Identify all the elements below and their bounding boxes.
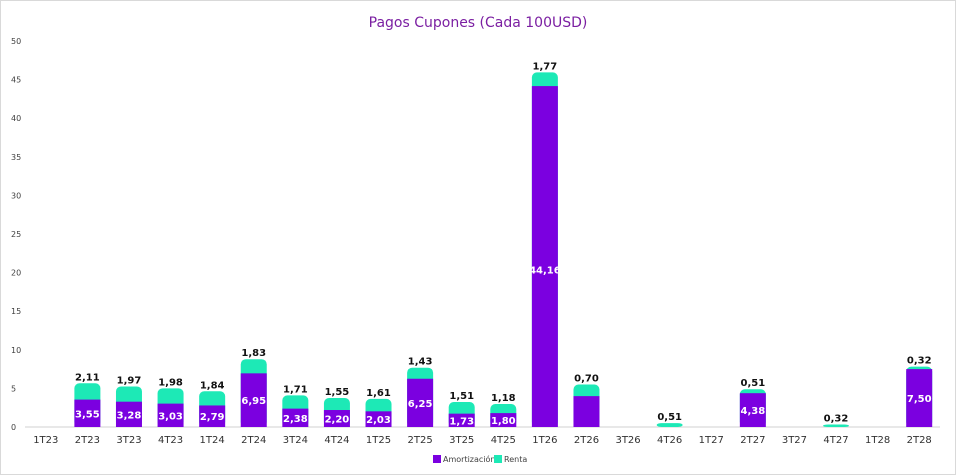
x-tick-label: 2T26 xyxy=(574,435,599,446)
y-tick-label: 50 xyxy=(11,37,21,46)
x-tick-label: 3T24 xyxy=(283,435,308,446)
data-label-renta: 0,51 xyxy=(657,412,682,423)
data-label-renta: 1,83 xyxy=(241,348,266,359)
y-tick-label: 45 xyxy=(11,76,21,85)
x-tick-label: 4T25 xyxy=(491,435,516,446)
x-tick-label: 4T23 xyxy=(158,435,183,446)
x-tick-label: 1T24 xyxy=(200,435,225,446)
data-label-amortizacion: 2,38 xyxy=(283,414,308,425)
x-tick-label: 4T26 xyxy=(657,435,682,446)
data-label-amortizacion: 3,55 xyxy=(75,409,100,420)
data-label-amortizacion: 44,16 xyxy=(529,266,561,277)
bar-amortizacion xyxy=(157,403,184,427)
data-label-amortizacion: 4,38 xyxy=(740,406,765,417)
data-label-renta: 0,70 xyxy=(574,374,599,385)
data-label-renta: 1,61 xyxy=(366,388,391,399)
data-label-renta: 0,32 xyxy=(907,356,932,367)
x-tick-label: 1T28 xyxy=(865,435,890,446)
data-label-renta: 1,51 xyxy=(449,391,474,402)
x-tick-label: 1T25 xyxy=(366,435,391,446)
data-label-renta: 0,32 xyxy=(824,414,849,425)
bar-amortizacion xyxy=(115,401,142,427)
data-label-amortizacion: 3,28 xyxy=(117,410,142,421)
y-tick-label: 10 xyxy=(11,346,21,355)
data-label-renta: 1,97 xyxy=(117,375,142,386)
y-axis-ticks: 0 5 10 15 20 25 30 35 40 45 50 xyxy=(11,37,21,432)
bar-amortizacion xyxy=(490,413,517,427)
legend-label-renta: Renta xyxy=(504,455,527,464)
bars: 2,11 3,55 1,97 3,28 1,98 3,03 1,84 2,79 1,83 6,95… xyxy=(74,61,933,427)
chart-title: Pagos Cupones (Cada 100USD) xyxy=(369,15,588,31)
y-tick-label: 30 xyxy=(11,191,21,200)
bar-renta xyxy=(656,423,683,427)
x-tick-label: 1T23 xyxy=(33,435,58,446)
y-tick-label: 40 xyxy=(11,114,21,123)
data-label-renta: 1,55 xyxy=(325,387,350,398)
bar-amortizacion xyxy=(448,413,475,427)
bar-amortizacion xyxy=(906,369,933,427)
data-label-renta: 1,84 xyxy=(200,380,225,391)
data-label-renta: 1,18 xyxy=(491,393,516,404)
x-tick-label: 2T28 xyxy=(907,435,932,446)
bar-amortizacion xyxy=(199,405,226,427)
data-label-renta: 1,98 xyxy=(158,377,183,388)
legend-swatch-renta xyxy=(494,455,502,463)
x-tick-label: 4T24 xyxy=(324,435,349,446)
bar-amortizacion xyxy=(240,373,267,427)
x-tick-label: 3T27 xyxy=(782,435,807,446)
x-tick-label: 2T24 xyxy=(241,435,266,446)
x-tick-label: 2T27 xyxy=(740,435,765,446)
bar-amortizacion xyxy=(323,410,350,427)
x-axis-ticks: 1T23 2T23 3T23 4T23 1T24 2T24 3T24 4T24 1T25 2T25… xyxy=(33,435,932,446)
bar-renta xyxy=(823,424,850,427)
bar-amortizacion xyxy=(74,399,101,427)
y-tick-label: 5 xyxy=(11,384,16,393)
y-tick-label: 0 xyxy=(11,423,16,432)
data-label-amortizacion: 3,03 xyxy=(158,411,183,422)
data-label-amortizacion: 2,03 xyxy=(366,415,391,426)
data-label-renta: 0,51 xyxy=(740,378,765,389)
x-tick-label: 2T25 xyxy=(408,435,433,446)
bar-amortizacion xyxy=(365,411,392,427)
data-label-amortizacion: 1,80 xyxy=(491,416,516,427)
data-label-amortizacion: 2,20 xyxy=(325,415,350,426)
y-tick-label: 15 xyxy=(11,307,21,316)
legend-label-amortizacion: Amortización xyxy=(443,454,496,464)
data-label-amortizacion: 7,50 xyxy=(907,394,932,405)
bar-amortizacion xyxy=(531,86,558,427)
bar-amortizacion xyxy=(573,396,600,427)
data-label-renta: 2,11 xyxy=(75,372,100,383)
x-tick-label: 3T23 xyxy=(116,435,141,446)
x-tick-label: 1T27 xyxy=(699,435,724,446)
x-tick-label: 3T26 xyxy=(615,435,640,446)
data-label-renta: 1,77 xyxy=(533,61,558,72)
legend-swatch-amortizacion xyxy=(433,455,441,463)
x-tick-label: 3T25 xyxy=(449,435,474,446)
x-tick-label: 4T27 xyxy=(823,435,848,446)
data-label-renta: 1,43 xyxy=(408,357,433,368)
data-label-renta: 1,71 xyxy=(283,384,308,395)
data-label-amortizacion: 1,73 xyxy=(449,416,474,427)
bar-amortizacion xyxy=(282,408,309,427)
legend: Amortización Renta xyxy=(433,454,527,464)
data-label-amortizacion: 2,79 xyxy=(200,412,225,423)
data-label-amortizacion: 6,25 xyxy=(408,399,433,410)
bar-amortizacion xyxy=(739,393,766,427)
y-tick-label: 25 xyxy=(11,230,21,239)
y-tick-label: 35 xyxy=(11,153,21,162)
data-label-amortizacion: 6,95 xyxy=(241,396,266,407)
x-tick-label: 2T23 xyxy=(75,435,100,446)
bar-amortizacion xyxy=(407,378,434,427)
y-tick-label: 20 xyxy=(11,269,21,278)
x-tick-label: 1T26 xyxy=(532,435,557,446)
